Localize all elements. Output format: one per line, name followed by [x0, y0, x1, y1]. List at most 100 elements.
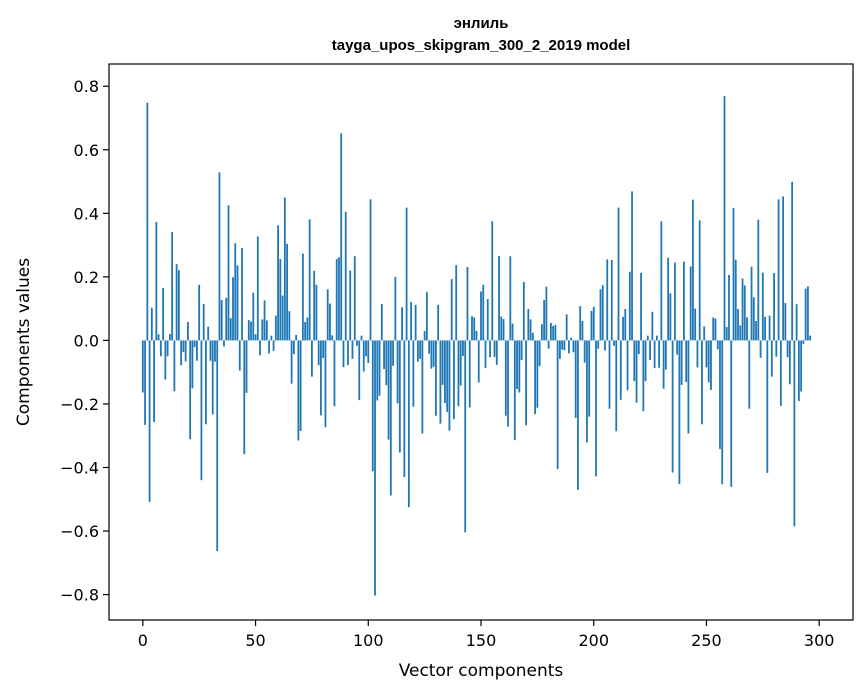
bar-38	[227, 205, 230, 341]
bar-83	[329, 303, 331, 341]
bar-32	[214, 340, 216, 362]
bar-151	[482, 284, 485, 341]
bar-270	[750, 266, 753, 341]
x-tick-label: 150	[466, 631, 497, 650]
bar-39	[229, 318, 232, 341]
bar-33	[216, 340, 219, 552]
bar-281	[775, 340, 778, 357]
bar-293	[802, 340, 805, 344]
bar-274	[759, 340, 762, 358]
bar-251	[707, 340, 710, 383]
y-tick-label: 0.2	[74, 268, 99, 287]
bar-99	[365, 340, 367, 357]
bar-165	[513, 340, 516, 441]
bar-82	[326, 289, 329, 341]
bar-277	[766, 340, 769, 473]
bar-254	[714, 318, 717, 341]
bar-143	[464, 340, 467, 533]
bar-105	[378, 340, 381, 396]
bar-204	[601, 285, 604, 341]
bar-90	[344, 211, 347, 341]
bar-189	[568, 340, 570, 354]
bar-216	[628, 271, 631, 341]
bar-284	[782, 196, 785, 341]
bar-200	[592, 306, 595, 341]
chart-title: энлиль	[454, 15, 509, 32]
bar-156	[493, 340, 496, 357]
bar-134	[444, 340, 446, 403]
bar-18	[182, 340, 185, 353]
bar-283	[779, 340, 782, 406]
bar-193	[577, 340, 579, 490]
bar-98	[362, 340, 365, 372]
y-tick-label: −0.4	[60, 458, 99, 477]
bar-93	[351, 340, 354, 359]
bar-16	[177, 270, 180, 341]
bar-170	[525, 340, 527, 426]
bar-276	[764, 316, 766, 341]
bar-35	[220, 300, 223, 341]
x-axis-ticks: 0 50 100 150 200 250 300	[138, 620, 834, 650]
bar-42	[236, 265, 239, 341]
bar-141	[459, 340, 462, 386]
bar-2	[146, 102, 149, 341]
bar-146	[471, 316, 473, 341]
bar-162	[507, 340, 509, 427]
bar-12	[168, 334, 171, 341]
bar-218	[633, 340, 636, 382]
bar-291	[797, 340, 800, 402]
bar-129	[432, 340, 435, 367]
bar-177	[540, 324, 543, 341]
bar-22	[191, 340, 194, 389]
bar-17	[180, 340, 183, 366]
bar-13	[171, 232, 174, 341]
bar-29	[207, 326, 210, 341]
bar-250	[705, 340, 708, 368]
bar-20	[187, 321, 189, 341]
bar-180	[547, 340, 550, 349]
chart-subtitle: tayga_upos_skipgram_300_2_2019 model	[332, 37, 631, 54]
bar-92	[349, 270, 352, 341]
bar-127	[428, 340, 431, 354]
bar-1	[144, 340, 146, 425]
bar-217	[631, 191, 633, 341]
bar-128	[430, 340, 433, 369]
bar-27	[202, 303, 205, 341]
bar-202	[597, 340, 600, 349]
bar-239	[680, 340, 683, 385]
bar-77	[315, 284, 318, 341]
bar-136	[448, 340, 451, 431]
bar-100	[367, 340, 370, 363]
bar-130	[435, 340, 437, 416]
bar-247	[698, 220, 701, 341]
bar-233	[667, 257, 670, 341]
bar-201	[595, 340, 597, 477]
x-tick-label: 0	[138, 631, 148, 650]
bar-67	[292, 340, 295, 355]
bar-262	[732, 207, 735, 341]
bar-259	[725, 327, 728, 341]
bar-224	[646, 335, 649, 341]
bar-61	[279, 259, 282, 341]
bar-195	[581, 321, 584, 341]
bar-179	[545, 286, 548, 341]
bar-3	[148, 340, 151, 502]
y-tick-label: 0.0	[74, 331, 99, 350]
bar-58	[272, 340, 275, 351]
bar-269	[748, 340, 751, 409]
bar-87	[338, 257, 340, 341]
bar-55	[265, 320, 268, 341]
bar-62	[281, 295, 284, 341]
bar-86	[335, 259, 338, 341]
bar-45	[243, 340, 246, 455]
y-tick-label: 0.6	[74, 141, 99, 160]
bar-28	[205, 340, 207, 425]
bar-287	[788, 340, 791, 385]
bar-266	[741, 278, 744, 341]
bar-191	[572, 340, 575, 353]
bar-76	[313, 270, 316, 341]
bar-197	[586, 340, 588, 443]
bar-168	[520, 340, 523, 361]
bar-296	[809, 335, 812, 341]
bar-206	[606, 259, 609, 341]
